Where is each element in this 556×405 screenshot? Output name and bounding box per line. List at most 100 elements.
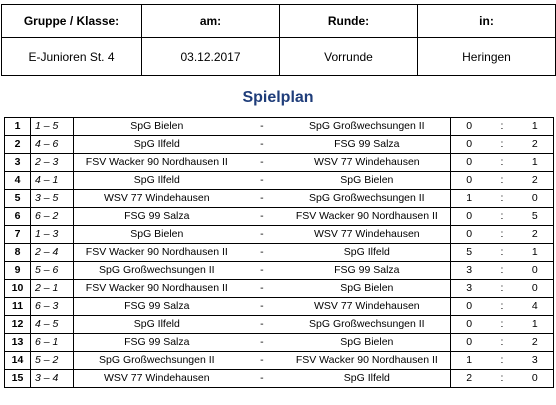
home-goals: 0: [450, 117, 488, 136]
home-team: FSV Wacker 90 Nordhausen II: [73, 279, 240, 298]
away-goals: 2: [516, 225, 554, 244]
date-value: 03.12.2017: [141, 37, 280, 76]
away-goals: 2: [516, 135, 554, 154]
pairing: 1 – 5: [30, 117, 74, 136]
group-label: Gruppe / Klasse:: [1, 4, 142, 38]
away-team: FSG 99 Salza: [283, 135, 452, 154]
home-goals: 5: [450, 243, 488, 262]
away-goals: 1: [516, 315, 554, 334]
away-goals: 3: [516, 351, 554, 370]
home-team: SpG Großwechsungen II: [73, 261, 240, 280]
score-colon: :: [487, 333, 517, 352]
away-goals: 0: [516, 261, 554, 280]
home-goals: 0: [450, 297, 488, 316]
vs-dash: -: [239, 351, 284, 370]
vs-dash: -: [239, 243, 284, 262]
away-team: FSG 99 Salza: [283, 261, 452, 280]
home-goals: 0: [450, 207, 488, 226]
home-goals: 2: [450, 369, 488, 388]
vs-dash: -: [239, 153, 284, 172]
away-team: FSV Wacker 90 Nordhausen II: [283, 351, 452, 370]
home-goals: 0: [450, 315, 488, 334]
location-value: Heringen: [417, 37, 556, 76]
pairing: 4 – 6: [30, 135, 74, 154]
round-label: Runde:: [279, 4, 418, 38]
game-number: 13: [4, 333, 31, 352]
home-team: FSV Wacker 90 Nordhausen II: [73, 243, 240, 262]
vs-dash: -: [239, 189, 284, 208]
away-goals: 4: [516, 297, 554, 316]
game-number: 2: [4, 135, 31, 154]
pairing: 5 – 2: [30, 351, 74, 370]
away-team: SpG Bielen: [283, 171, 452, 190]
game-number: 7: [4, 225, 31, 244]
home-team: SpG Ilfeld: [73, 315, 240, 334]
away-team: SpG Bielen: [283, 333, 452, 352]
vs-dash: -: [239, 207, 284, 226]
score-colon: :: [487, 315, 517, 334]
game-number: 10: [4, 279, 31, 298]
pairing: 6 – 2: [30, 207, 74, 226]
game-number: 12: [4, 315, 31, 334]
round-value: Vorrunde: [279, 37, 418, 76]
pairing: 3 – 4: [30, 369, 74, 388]
score-colon: :: [487, 351, 517, 370]
home-team: WSV 77 Windehausen: [73, 369, 240, 388]
away-team: SpG Ilfeld: [283, 243, 452, 262]
home-goals: 0: [450, 171, 488, 190]
away-team: SpG Großwechsungen II: [283, 117, 452, 136]
home-team: WSV 77 Windehausen: [73, 189, 240, 208]
pairing: 6 – 1: [30, 333, 74, 352]
away-team: WSV 77 Windehausen: [283, 297, 452, 316]
home-team: SpG Bielen: [73, 225, 240, 244]
score-colon: :: [487, 135, 517, 154]
away-team: FSV Wacker 90 Nordhausen II: [283, 207, 452, 226]
away-team: SpG Großwechsungen II: [283, 315, 452, 334]
date-label: am:: [141, 4, 280, 38]
home-goals: 3: [450, 279, 488, 298]
score-colon: :: [487, 117, 517, 136]
home-goals: 0: [450, 333, 488, 352]
vs-dash: -: [239, 297, 284, 316]
header-value-row: E-Junioren St. 4 03.12.2017 Vorrunde Her…: [1, 37, 556, 76]
pairing: 2 – 3: [30, 153, 74, 172]
location-label: in:: [417, 4, 556, 38]
home-team: SpG Bielen: [73, 117, 240, 136]
home-goals: 0: [450, 135, 488, 154]
score-colon: :: [487, 261, 517, 280]
group-value: E-Junioren St. 4: [1, 37, 142, 76]
home-goals: 3: [450, 261, 488, 280]
game-number: 4: [4, 171, 31, 190]
away-goals: 0: [516, 189, 554, 208]
vs-dash: -: [239, 333, 284, 352]
score-colon: :: [487, 297, 517, 316]
vs-dash: -: [239, 135, 284, 154]
vs-dash: -: [239, 369, 284, 388]
page-title: Spielplan: [242, 89, 314, 106]
home-goals: 1: [450, 189, 488, 208]
home-team: FSV Wacker 90 Nordhausen II: [73, 153, 240, 172]
header-label-row: Gruppe / Klasse: am: Runde: in:: [1, 4, 556, 38]
pairing: 4 – 1: [30, 171, 74, 190]
game-number: 5: [4, 189, 31, 208]
away-team: SpG Bielen: [283, 279, 452, 298]
game-number: 6: [4, 207, 31, 226]
away-goals: 1: [516, 117, 554, 136]
away-team: SpG Ilfeld: [283, 369, 452, 388]
home-goals: 0: [450, 225, 488, 244]
vs-dash: -: [239, 225, 284, 244]
vs-dash: -: [239, 279, 284, 298]
away-goals: 1: [516, 243, 554, 262]
away-goals: 1: [516, 153, 554, 172]
home-team: SpG Ilfeld: [73, 171, 240, 190]
game-number: 14: [4, 351, 31, 370]
game-number: 1: [4, 117, 31, 136]
vs-dash: -: [239, 261, 284, 280]
away-goals: 2: [516, 171, 554, 190]
